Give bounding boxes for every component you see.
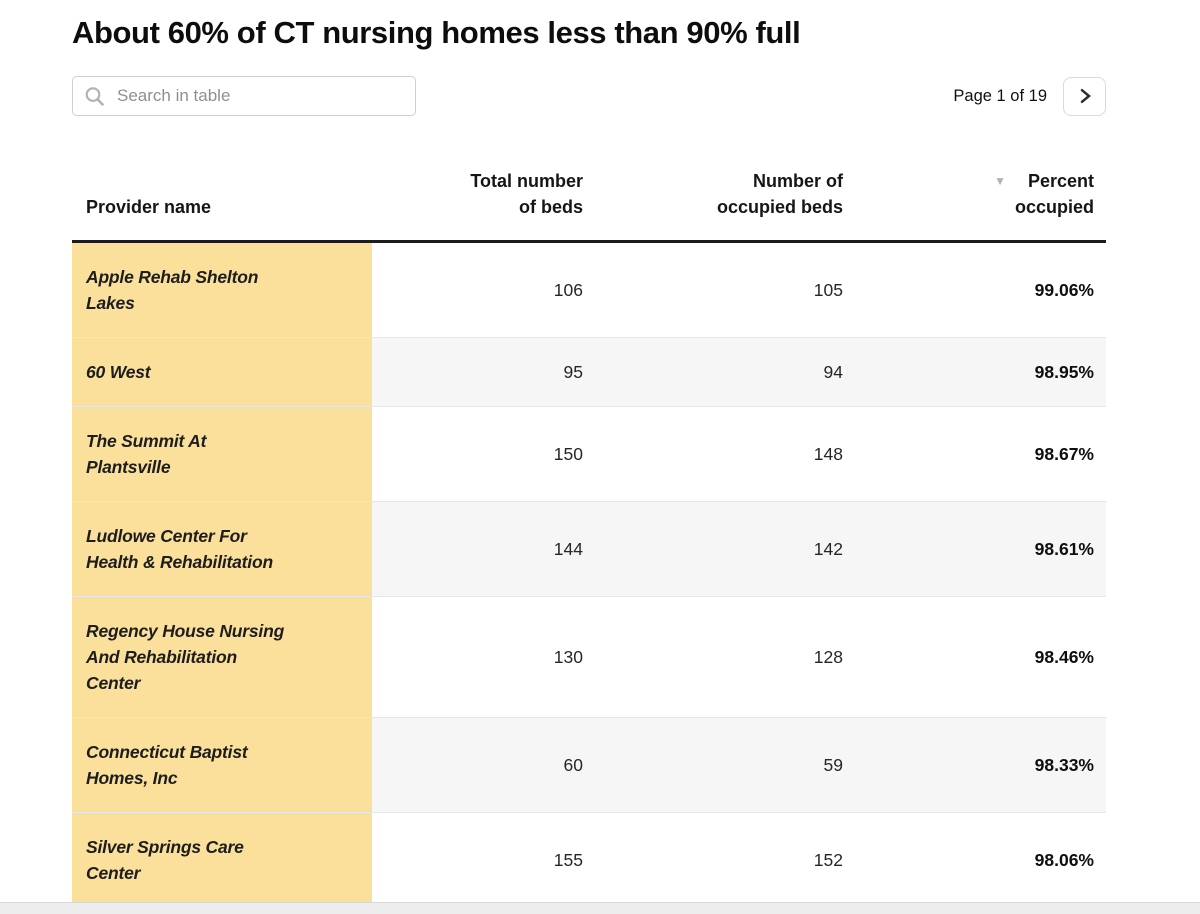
occupied-beds-cell: 94	[595, 337, 855, 407]
total-beds-cell: 95	[372, 337, 595, 407]
total-beds-cell: 150	[372, 406, 595, 502]
page-title: About 60% of CT nursing homes less than …	[72, 15, 801, 50]
percent-occupied-cell: 98.61%	[855, 501, 1106, 597]
search-box[interactable]	[72, 76, 416, 116]
data-table: Provider name Total number of beds Numbe…	[72, 168, 1106, 908]
provider-name: Apple Rehab Shelton Lakes	[86, 267, 259, 313]
provider-name: Regency House Nursing And Rehabilitation…	[86, 621, 285, 693]
column-header-total-beds[interactable]: Total number of beds	[372, 168, 595, 243]
occupied-beds-cell: 59	[595, 717, 855, 813]
provider-name: Silver Springs Care Center	[86, 837, 244, 883]
next-page-button[interactable]	[1063, 76, 1106, 116]
percent-occupied-cell: 98.33%	[855, 717, 1106, 813]
total-beds-cell: 130	[372, 596, 595, 718]
provider-name: 60 West	[86, 362, 151, 382]
percent-occupied-cell: 98.95%	[855, 337, 1106, 407]
percent-occupied-cell: 98.67%	[855, 406, 1106, 502]
table-row: The Summit At Plantsville 150 148 98.67%	[72, 406, 1106, 502]
table-row: Ludlowe Center For Health & Rehabilitati…	[72, 501, 1106, 597]
percent-occupied-cell: 98.46%	[855, 596, 1106, 718]
column-header-percent-occupied[interactable]: ▼ Percent occupied	[855, 168, 1106, 243]
table-row: Connecticut Baptist Homes, Inc 60 59 98.…	[72, 717, 1106, 813]
provider-name-cell: Apple Rehab Shelton Lakes	[72, 241, 372, 338]
occupied-beds-cell: 105	[595, 241, 855, 338]
provider-name-cell: Regency House Nursing And Rehabilitation…	[72, 596, 372, 718]
header-row: Provider name Total number of beds Numbe…	[72, 168, 1106, 243]
provider-name-cell: The Summit At Plantsville	[72, 406, 372, 502]
provider-name: Connecticut Baptist Homes, Inc	[86, 742, 248, 788]
column-header-occupied-beds[interactable]: Number of occupied beds	[595, 168, 855, 243]
provider-name-cell: Ludlowe Center For Health & Rehabilitati…	[72, 501, 372, 597]
pagination: Page 1 of 19	[953, 76, 1106, 116]
occupied-beds-cell: 128	[595, 596, 855, 718]
provider-name-cell: 60 West	[72, 337, 372, 407]
table-row: 60 West 95 94 98.95%	[72, 337, 1106, 407]
percent-occupied-cell: 99.06%	[855, 241, 1106, 338]
percent-occupied-cell: 98.06%	[855, 812, 1106, 908]
search-input[interactable]	[115, 85, 405, 107]
table-row: Silver Springs Care Center 155 152 98.06…	[72, 812, 1106, 908]
provider-name: The Summit At Plantsville	[86, 431, 207, 477]
table-widget: About 60% of CT nursing homes less than …	[72, 14, 1106, 908]
provider-name-cell: Silver Springs Care Center	[72, 812, 372, 908]
total-beds-cell: 106	[372, 241, 595, 338]
occupied-beds-cell: 152	[595, 812, 855, 908]
viewport-edge	[0, 902, 1200, 914]
search-icon	[84, 86, 106, 108]
occupied-beds-cell: 148	[595, 406, 855, 502]
occupied-beds-cell: 142	[595, 501, 855, 597]
table-row: Regency House Nursing And Rehabilitation…	[72, 596, 1106, 718]
total-beds-cell: 60	[372, 717, 595, 813]
provider-name: Ludlowe Center For Health & Rehabilitati…	[86, 526, 273, 572]
sort-descending-icon: ▼	[994, 174, 1006, 188]
provider-name-cell: Connecticut Baptist Homes, Inc	[72, 717, 372, 813]
table-row: Apple Rehab Shelton Lakes 106 105 99.06%	[72, 241, 1106, 338]
total-beds-cell: 155	[372, 812, 595, 908]
table-controls: Page 1 of 19	[72, 76, 1106, 116]
chevron-right-icon	[1075, 86, 1095, 106]
page-indicator: Page 1 of 19	[953, 86, 1047, 105]
total-beds-cell: 144	[372, 501, 595, 597]
column-header-provider-name[interactable]: Provider name	[72, 168, 372, 243]
